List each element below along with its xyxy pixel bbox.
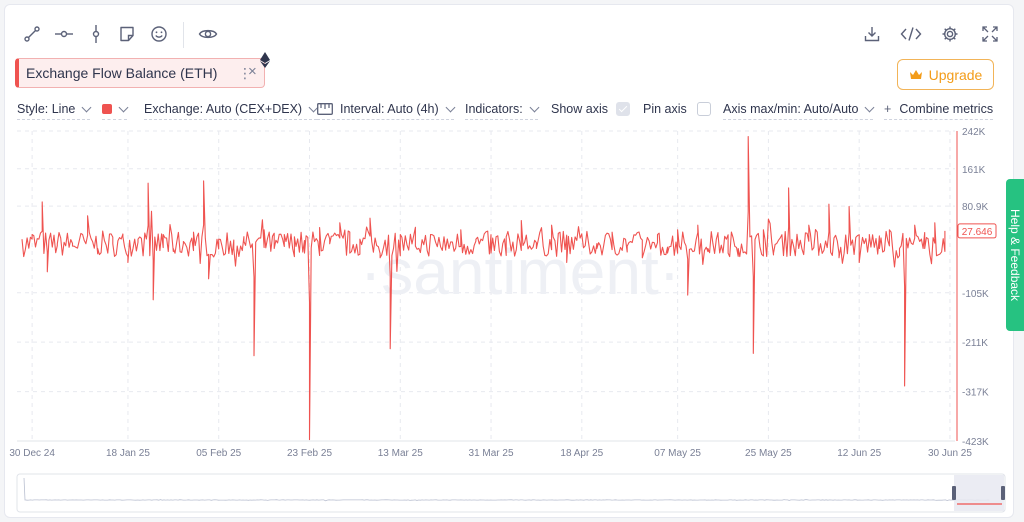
y-tick-label: 80.9K xyxy=(962,202,988,213)
show-axis-label: Show axis xyxy=(551,102,608,116)
x-tick-label: 30 Jun 25 xyxy=(928,448,972,459)
x-tick-label: 07 May 25 xyxy=(654,448,701,459)
x-tick-label: 05 Feb 25 xyxy=(196,448,241,459)
x-tick-label: 12 Jun 25 xyxy=(837,448,881,459)
metric-menu-icon[interactable]: ⋮ xyxy=(238,65,252,81)
axis-minmax-label: Axis max/min: Auto/Auto xyxy=(723,102,859,116)
navigator-selection[interactable] xyxy=(954,475,1004,511)
chart-widget xyxy=(4,4,1014,518)
combine-metrics-label: Combine metrics xyxy=(899,102,994,116)
show-axis-toggle[interactable]: Show axis xyxy=(551,99,630,120)
x-tick-label: 25 May 25 xyxy=(745,448,792,459)
combine-metrics-button[interactable]: + Combine metrics xyxy=(884,99,994,120)
last-value-badge xyxy=(957,223,997,239)
plus-icon: + xyxy=(884,102,892,116)
metric-close-icon[interactable]: × xyxy=(248,63,257,80)
ethereum-icon xyxy=(260,52,270,68)
navigator-left-handle[interactable] xyxy=(952,486,956,500)
metric-name: Exchange Flow Balance (ETH) xyxy=(26,65,218,81)
exchange-dropdown[interactable]: Exchange: Auto (CEX+DEX) xyxy=(144,99,319,120)
pin-axis-label: Pin axis xyxy=(643,102,687,116)
show-axis-checkbox[interactable] xyxy=(615,102,630,116)
x-tick-label: 18 Jan 25 xyxy=(106,448,150,459)
x-tick-label: 30 Dec 24 xyxy=(9,448,55,459)
help-feedback-label: Help & Feedback xyxy=(1008,208,1022,302)
y-tick-label: -317K xyxy=(962,388,989,399)
indicators-label: Indicators: xyxy=(465,102,523,116)
series-layer xyxy=(21,136,946,441)
embed-code-icon[interactable] xyxy=(899,22,923,46)
pin-axis-checkbox[interactable] xyxy=(696,102,711,116)
color-swatch xyxy=(102,104,112,114)
metric-chip[interactable]: Exchange Flow Balance (ETH) ⋮ × xyxy=(15,58,265,88)
help-feedback-tab[interactable]: Help & Feedback xyxy=(1006,179,1024,331)
note-icon[interactable] xyxy=(115,22,139,46)
emoji-icon[interactable] xyxy=(147,22,171,46)
navigator-frame xyxy=(16,473,1006,513)
interval-label: Interval: Auto (4h) xyxy=(340,102,439,116)
x-tick-label: 13 Mar 25 xyxy=(378,448,423,459)
interval-dropdown[interactable]: Interval: Auto (4h) xyxy=(317,99,456,120)
toolbar-divider xyxy=(183,22,184,48)
style-dropdown[interactable]: Style: Line xyxy=(17,99,92,120)
exchange-label: Exchange: Auto (CEX+DEX) xyxy=(144,102,303,116)
y-tick-label: -105K xyxy=(962,289,989,300)
settings-icon[interactable] xyxy=(938,22,962,46)
upgrade-button[interactable]: Upgrade xyxy=(897,59,994,90)
y-tick-label: -211K xyxy=(962,338,988,349)
y-tick-label: 161K xyxy=(962,165,986,176)
ruler-icon xyxy=(317,103,333,115)
navigator-right-handle[interactable] xyxy=(1001,486,1005,500)
color-picker[interactable] xyxy=(102,99,129,120)
vertical-line-icon[interactable] xyxy=(84,22,108,46)
style-label: Style: Line xyxy=(17,102,76,116)
fullscreen-icon[interactable] xyxy=(978,22,1002,46)
line-draw-icon[interactable] xyxy=(20,22,44,46)
y-axis: 242K 161K 80.9K -105K -211K -317K -423K 27.646 xyxy=(956,127,997,448)
indicators-dropdown[interactable]: Indicators: xyxy=(465,99,540,120)
range-navigator[interactable] xyxy=(16,473,1006,513)
x-tick-label: 31 Mar 25 xyxy=(469,448,514,459)
horizontal-line-icon[interactable] xyxy=(52,22,76,46)
axis-minmax-dropdown[interactable]: Axis max/min: Auto/Auto xyxy=(723,99,875,120)
pin-axis-toggle[interactable]: Pin axis xyxy=(643,99,711,120)
eye-icon[interactable] xyxy=(196,22,220,46)
last-value-label: 27.646 xyxy=(962,227,993,238)
y-tick-label: -423K xyxy=(962,437,989,448)
x-tick-label: 18 Apr 25 xyxy=(560,448,603,459)
download-icon[interactable] xyxy=(860,22,884,46)
crown-icon xyxy=(909,70,922,79)
x-tick-label: 23 Feb 25 xyxy=(287,448,332,459)
series-line-exchange-flow-balance xyxy=(21,136,946,441)
y-tick-label: 242K xyxy=(962,127,986,138)
x-axis: 30 Dec 24 18 Jan 25 05 Feb 25 23 Feb 25 13 M… xyxy=(9,448,972,459)
upgrade-label: Upgrade xyxy=(928,66,983,83)
navigator-line xyxy=(23,477,990,502)
